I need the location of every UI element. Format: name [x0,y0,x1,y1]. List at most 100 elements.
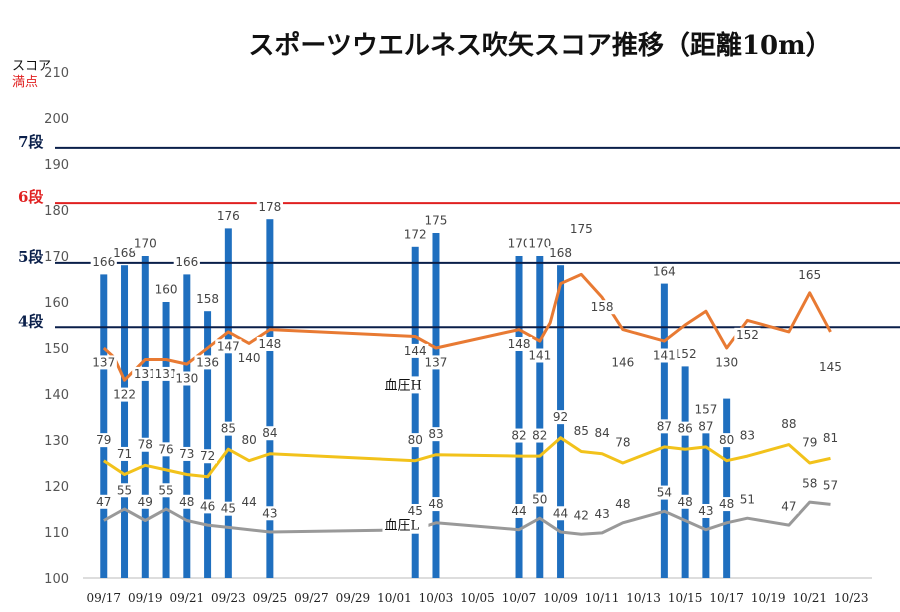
series-value-label-bg [177,494,197,509]
score-bar-label: 172 [404,228,427,242]
score-bar-label-bg [505,236,533,251]
x-axis-ticks: 09/17 09/19 09/21 09/23 09/25 09/27 09/29 10/01… [86,591,868,605]
series-name-bg [382,516,429,534]
series-value-label: 92 [553,410,568,424]
score-bar [536,256,544,578]
score-bar-label-bg [547,245,574,260]
series-value-label-bg [571,423,591,438]
x-tick-label: 09/17 [86,591,121,605]
y-tick-label: 160 [44,296,69,311]
series-value-label: 87 [698,419,713,433]
series-value-label-bg [94,494,114,509]
series-lines [102,272,832,536]
score-bar [204,311,212,578]
series-value-label: 43 [698,504,713,518]
series-value-label: 44 [241,495,256,509]
series-value-label: 84 [594,426,609,440]
x-tick-label: 10/09 [543,591,578,605]
series-value-label: 44 [511,504,526,518]
series-value-label: 80 [241,433,256,447]
series-value-label: 80 [719,433,734,447]
series-value-label-bg [405,503,425,518]
series-value-label: 84 [262,426,277,440]
y-tick-label: 200 [44,112,69,127]
series-value-label-bg [135,494,155,509]
data-labels: 血圧H血圧L1661681701601661581761781721751701… [90,199,844,534]
score-bar-label-bg [111,245,138,260]
series-value-label: 48 [428,497,443,511]
series-value-label-bg [713,355,740,370]
x-tick-label: 10/05 [460,591,495,605]
series-value-label-bg [218,501,238,516]
series-value-label-bg [198,499,217,514]
series-value-label: 46 [200,499,215,513]
series-line [103,500,831,536]
y-tick-label: 130 [44,434,69,449]
series-value-label: 122 [113,388,136,402]
y-tick-label: 170 [44,250,69,265]
y-tick-label: 110 [44,526,69,541]
x-tick-label: 10/23 [834,591,869,605]
series-value-label-bg [613,435,633,450]
series-value-label: 48 [677,495,692,509]
series-value-label: 76 [158,442,173,456]
x-tick-label: 09/29 [336,591,371,605]
score-bar-label: 175 [425,214,448,228]
series-value-label-bg [779,417,799,432]
score-bar-label-bg [796,268,823,282]
series-value-label-bg [94,433,114,448]
rank-label: 7段 [18,133,43,151]
series-value-label-bg [738,492,757,507]
y-tick-label: 100 [44,572,69,587]
series-value-label: 47 [96,495,111,509]
score-bar-label: 165 [798,268,821,282]
series-value-label-bg [551,506,570,521]
series-value-label: 48 [615,497,630,511]
series-value-label-bg [800,435,820,450]
series-value-label: 148 [258,337,281,351]
series-value-label-bg [654,485,674,500]
series-value-label-bg [654,419,674,434]
series-value-label: 78 [615,435,630,449]
series-value-label: 79 [96,433,111,447]
score-bar [681,366,689,578]
series-value-label: 48 [719,497,734,511]
score-bar-label: 175 [570,222,593,236]
series-value-label: 73 [179,447,194,461]
series-value-label-bg [239,433,259,448]
series-value-label-bg [426,427,446,442]
series-value-label-bg [256,337,283,351]
score-bar-label: 152 [736,328,759,342]
axes: 100 110 120 130 140 150 160 170 180 190 200 210 [44,66,872,587]
score-bar-label: 166 [92,255,115,269]
score-bar [100,274,108,578]
score-bar-label-bg [90,255,117,270]
score-bar-label: 157 [694,402,717,416]
series-value-label: 88 [781,417,796,431]
y-tick-label: 140 [44,388,69,403]
series-value-label: 43 [594,507,609,521]
score-bar-label-bg [734,327,761,342]
series-value-label: 130 [715,355,738,369]
score-bar-label: 176 [217,209,240,223]
rank-reference-lines: 7段 6段 5段 4段 [18,133,900,330]
score-bar-label-bg [588,300,616,315]
series-value-label: 78 [138,438,153,452]
series-value-label: 57 [823,479,838,493]
series-value-label: 82 [532,429,547,443]
score-bar-label-bg [609,355,636,370]
series-value-label: 48 [179,495,194,509]
series-value-label: 58 [802,476,817,490]
x-tick-label: 09/23 [211,591,246,605]
series-value-label-bg [551,410,570,425]
series-name-label: 血圧L [384,519,419,534]
series-value-label-bg [198,449,217,464]
series-value-label: 79 [802,435,817,449]
series-value-label: 45 [408,504,423,518]
x-tick-label: 09/27 [294,591,329,605]
series-value-label: 141 [528,349,551,363]
series-value-label-bg [675,421,695,436]
series-value-label: 85 [574,424,589,438]
series-value-label: 71 [117,447,132,461]
y-tick-label: 150 [44,342,69,357]
